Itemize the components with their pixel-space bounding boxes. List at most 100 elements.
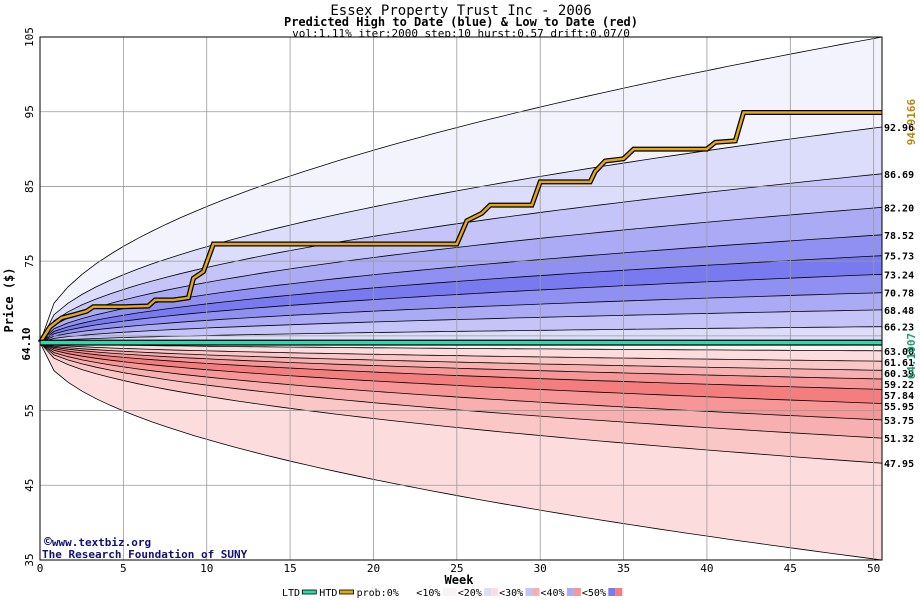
low-path-end-label: 64.1007 bbox=[905, 333, 918, 379]
high-band-5 bbox=[40, 255, 882, 343]
overlay: 0 5 10 15 20 25 30 35 40 45 50 35 45 55 75 85 95 105 92.96… bbox=[23, 27, 914, 575]
copyright-icon: © bbox=[44, 535, 52, 550]
high-band-1 bbox=[40, 127, 882, 343]
legend-swatch-high-2 bbox=[484, 588, 492, 596]
legend-swatch-high-4 bbox=[566, 588, 574, 596]
legend-swatch-low-5 bbox=[615, 588, 623, 596]
high-band-6 bbox=[40, 274, 882, 343]
low-quantile-line-1 bbox=[40, 342, 882, 362]
high-path-end-label: 94.9166 bbox=[905, 98, 918, 145]
y-tick-label: 95 bbox=[23, 105, 36, 118]
high-quantile-line-8 bbox=[40, 309, 882, 343]
low-quantile-line-4 bbox=[40, 342, 882, 390]
legend-swatch-high-1 bbox=[442, 588, 450, 596]
bands bbox=[40, 37, 882, 560]
legend-htd-swatch bbox=[339, 589, 355, 595]
low-quantile-label: 53.75 bbox=[884, 416, 914, 427]
legend: LTD HTD prob:0% <10% <20% <30% <40% <50% bbox=[282, 588, 623, 599]
legend-ltd-label: LTD bbox=[282, 588, 300, 599]
legend-swatch-low-4 bbox=[573, 588, 581, 596]
low-band-1 bbox=[40, 342, 882, 362]
legend-swatch-high-0 bbox=[401, 588, 409, 596]
x-tick-label: 25 bbox=[450, 562, 463, 575]
low-quantile-line-3 bbox=[40, 342, 882, 380]
x-tick-label: 15 bbox=[283, 562, 296, 575]
high-quantile-line-5 bbox=[40, 255, 882, 343]
plot-frame bbox=[39, 36, 883, 561]
high-quantile-label: 68.48 bbox=[884, 306, 914, 317]
high-band-9 bbox=[40, 326, 882, 343]
high-quantile-label: 82.20 bbox=[884, 203, 914, 214]
y-tick-label: 55 bbox=[23, 404, 36, 417]
high-band-7 bbox=[40, 292, 882, 343]
low-band-3 bbox=[40, 342, 882, 379]
low-band-7 bbox=[40, 342, 882, 439]
high-quantile-label: 73.24 bbox=[884, 270, 914, 281]
low-quantile-label: 60.39 bbox=[884, 369, 914, 380]
x-tick-label: 45 bbox=[784, 562, 797, 575]
legend-prob-level-4: <40% bbox=[541, 588, 565, 599]
high-band-2 bbox=[40, 173, 882, 343]
legend-prob-label: prob:0% bbox=[357, 588, 399, 599]
high-quantile-line-6 bbox=[40, 273, 882, 343]
chart-title: Essex Property Trust Inc - 2006 bbox=[330, 3, 591, 19]
x-tick-label: 30 bbox=[534, 562, 547, 575]
start-price-label: 64.10 bbox=[20, 327, 33, 360]
y-tick-label: 75 bbox=[23, 255, 36, 268]
low-band-4 bbox=[40, 342, 882, 390]
low-quantile-label: 63.00 bbox=[884, 347, 914, 358]
legend-prob-level-5: <50% bbox=[582, 588, 606, 599]
high-quantile-label: 86.69 bbox=[884, 170, 914, 181]
low-quantile-label: 51.32 bbox=[884, 434, 914, 445]
low-band-5 bbox=[40, 342, 882, 404]
x-tick-label: 5 bbox=[120, 562, 127, 575]
legend-swatch-high-3 bbox=[525, 588, 533, 596]
x-axis-label: Week bbox=[445, 573, 475, 587]
watermark-line1: www.textbiz.org bbox=[52, 536, 151, 549]
high-band-4 bbox=[40, 234, 882, 343]
high-path-line bbox=[38, 111, 882, 344]
low-quantile-label: 55.95 bbox=[884, 402, 914, 413]
x-tick-label: 20 bbox=[367, 562, 380, 575]
legend-prob-level-3: <30% bbox=[499, 588, 523, 599]
x-tick-label: 50 bbox=[867, 562, 880, 575]
low-quantile-line-7 bbox=[40, 342, 882, 439]
high-quantile-line-3 bbox=[40, 206, 882, 343]
high-quantile-line-7 bbox=[40, 292, 882, 343]
low-band-6 bbox=[40, 342, 882, 420]
legend-swatch-high-5 bbox=[608, 588, 616, 596]
low-band-8 bbox=[40, 342, 882, 464]
chart-subtitle: Predicted High to Date (blue) & Low to D… bbox=[284, 15, 638, 29]
high-quantile-label: 75.73 bbox=[884, 252, 914, 263]
low-quantile-line-2 bbox=[40, 342, 882, 371]
high-quantile-label: 78.52 bbox=[884, 231, 914, 242]
legend-swatch-low-1 bbox=[449, 588, 457, 596]
x-tick-label: 35 bbox=[617, 562, 630, 575]
legend-prob-level-1: <10% bbox=[416, 588, 440, 599]
legend-htd-label: HTD bbox=[319, 588, 337, 599]
y-tick-label: 85 bbox=[23, 180, 36, 193]
low-quantile-label: 61.61 bbox=[884, 358, 914, 369]
high-quantile-line-1 bbox=[40, 126, 882, 343]
low-quantile-line-6 bbox=[40, 342, 882, 421]
low-quantile-label: 59.22 bbox=[884, 380, 914, 391]
x-tick-label: 10 bbox=[200, 562, 213, 575]
high-quantile-label: 92.96 bbox=[884, 123, 914, 134]
low-quantile-line-0 bbox=[40, 342, 882, 352]
high-quantile-line-0 bbox=[40, 37, 882, 343]
y-tick-label: 105 bbox=[23, 27, 36, 47]
legend-prob-level-2: <20% bbox=[458, 588, 482, 599]
low-band-2 bbox=[40, 342, 882, 371]
high-quantile-line-2 bbox=[40, 173, 882, 343]
high-quantile-label: 66.23 bbox=[884, 323, 914, 334]
low-quantile-line-8 bbox=[40, 342, 882, 464]
y-axis-label: Price ($) bbox=[2, 267, 16, 332]
legend-swatch-low-0 bbox=[408, 588, 416, 596]
x-tick-label: 0 bbox=[37, 562, 44, 575]
legend-swatch-low-2 bbox=[491, 588, 499, 596]
y-tick-label: 45 bbox=[23, 479, 36, 492]
legend-ltd-swatch bbox=[301, 589, 317, 595]
low-quantile-line-9 bbox=[40, 342, 882, 560]
low-band-9 bbox=[40, 342, 882, 560]
